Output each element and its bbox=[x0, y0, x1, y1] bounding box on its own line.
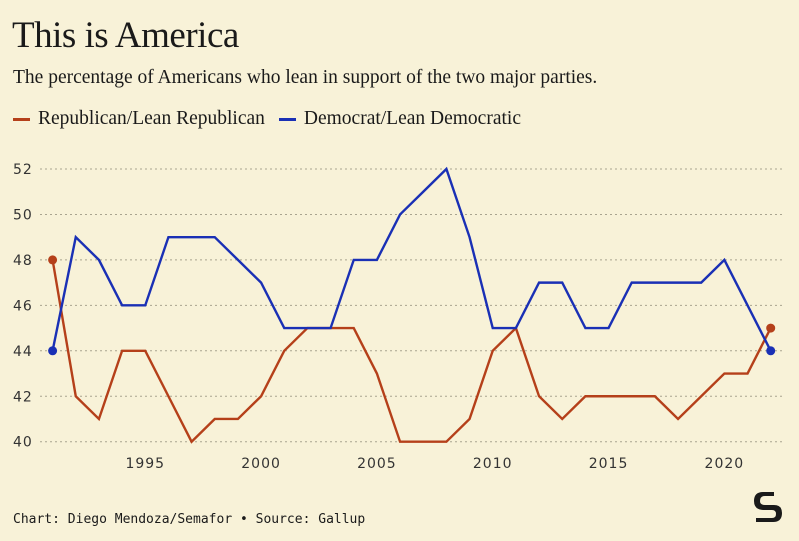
y-tick-label: 46 bbox=[13, 298, 33, 314]
chart-credits: Chart: Diego Mendoza/Semafor • Source: G… bbox=[13, 512, 366, 527]
y-tick-label: 42 bbox=[13, 389, 33, 405]
legend: Republican/Lean Republican Democrat/Lean… bbox=[13, 108, 521, 130]
endpoint-marker bbox=[48, 346, 58, 356]
chart-subtitle: The percentage of Americans who lean in … bbox=[13, 67, 598, 88]
y-tick-label: 40 bbox=[13, 435, 33, 451]
chart-title: This is America bbox=[12, 15, 239, 56]
series-line-democrat bbox=[51, 166, 772, 352]
y-tick-label: 50 bbox=[13, 207, 33, 223]
x-tick-label: 2005 bbox=[357, 456, 397, 472]
legend-swatch-republican bbox=[13, 117, 30, 121]
x-tick-label: 2000 bbox=[241, 456, 281, 472]
endpoint-marker bbox=[48, 255, 58, 265]
endpoint-marker bbox=[766, 323, 776, 333]
y-tick-label: 48 bbox=[13, 253, 33, 269]
legend-item-republican: Republican/Lean Republican bbox=[13, 108, 265, 130]
y-tick-label: 44 bbox=[13, 344, 33, 360]
y-tick-label: 52 bbox=[13, 162, 33, 178]
x-tick-label: 1995 bbox=[125, 456, 165, 472]
x-tick-label: 2020 bbox=[705, 456, 745, 472]
legend-item-democrat: Democrat/Lean Democratic bbox=[278, 108, 521, 130]
legend-label-democrat: Democrat/Lean Democratic bbox=[303, 108, 521, 129]
semafor-logo bbox=[754, 492, 782, 522]
x-tick-label: 2010 bbox=[473, 456, 513, 472]
legend-swatch-democrat bbox=[278, 117, 296, 121]
series-line-republican bbox=[51, 259, 772, 444]
endpoint-marker bbox=[766, 346, 776, 356]
legend-label-republican: Republican/Lean Republican bbox=[38, 108, 265, 129]
x-tick-label: 2015 bbox=[589, 456, 629, 472]
